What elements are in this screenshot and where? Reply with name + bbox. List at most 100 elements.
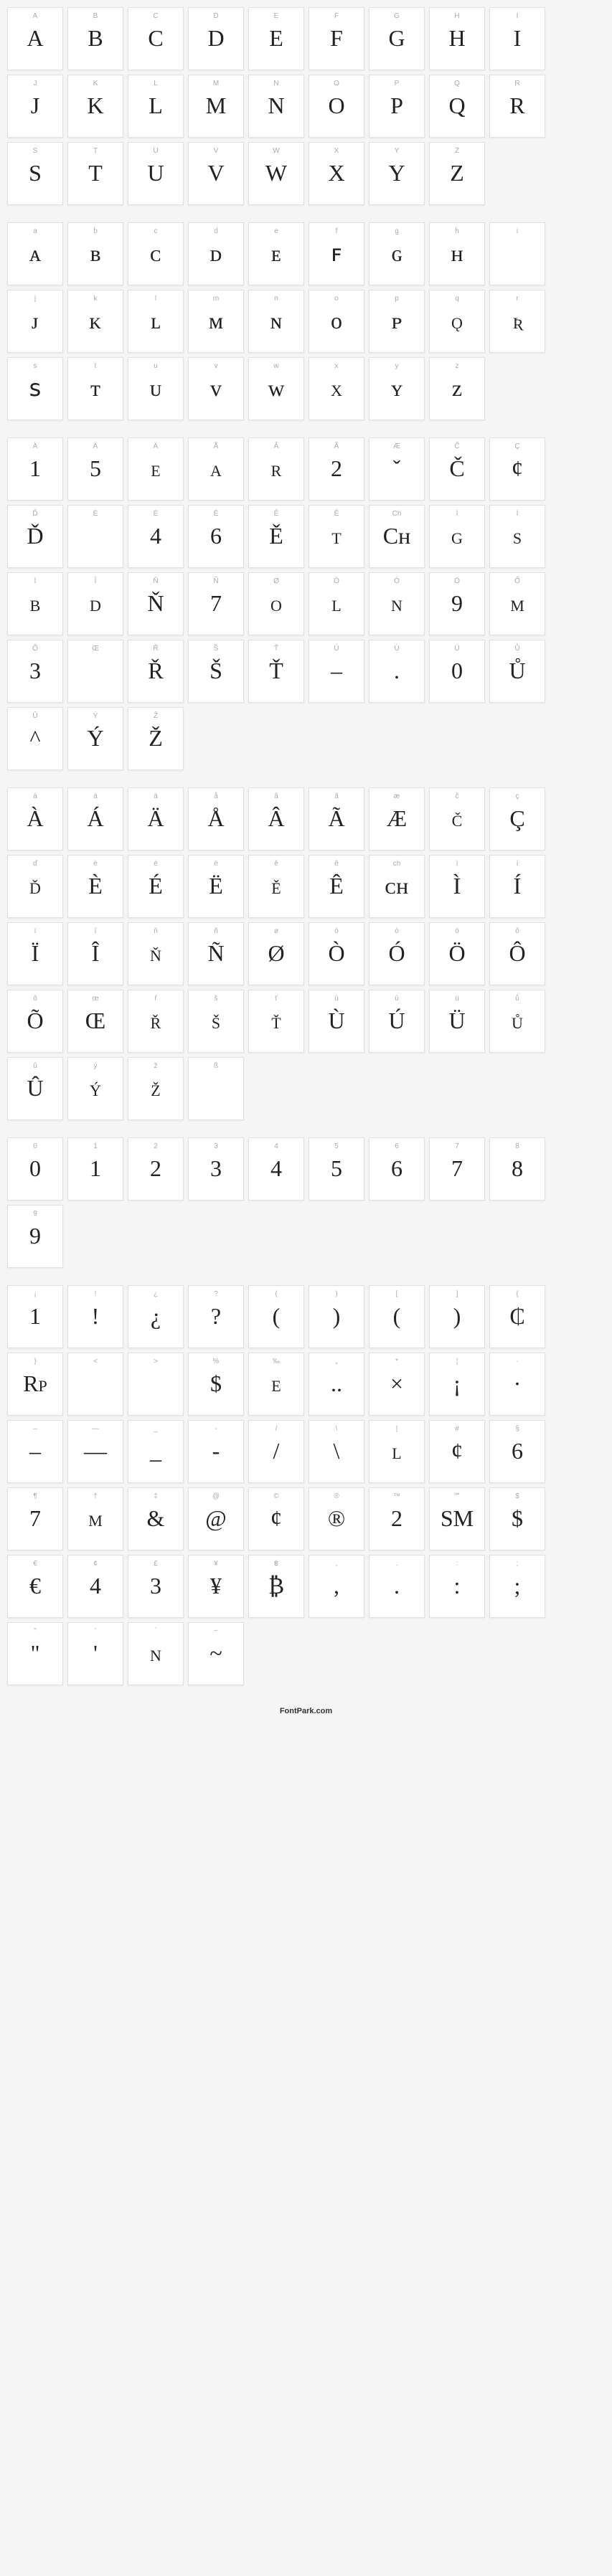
glyph-label: Ê bbox=[334, 510, 339, 518]
glyph-cell: Ë6 bbox=[188, 505, 244, 568]
glyph-char: , bbox=[334, 1574, 339, 1597]
section-uppercase: AABBCCDDEEFFGGHHIIJJKKLLMMNNOOPPQQRRSSTT… bbox=[7, 7, 605, 205]
glyph-char: ~ bbox=[210, 1642, 222, 1665]
glyph-char: : bbox=[454, 1574, 461, 1597]
glyph-char: × bbox=[390, 1372, 403, 1395]
glyph-char: ¡ bbox=[453, 1372, 461, 1395]
glyph-char: ᴛ bbox=[90, 377, 100, 399]
glyph-label: T bbox=[93, 147, 98, 156]
glyph-char: Ý bbox=[87, 726, 103, 749]
glyph-char: 9 bbox=[29, 1224, 41, 1247]
glyph-cell: ¦¡ bbox=[429, 1353, 485, 1416]
glyph-char: 5 bbox=[90, 457, 101, 480]
glyph-char: Î bbox=[92, 942, 100, 965]
glyph-cell: Ìg bbox=[429, 505, 485, 568]
glyph-char: 2 bbox=[391, 1507, 402, 1530]
glyph-label: d bbox=[214, 227, 218, 236]
glyph-cell: lʟ bbox=[128, 290, 184, 353]
glyph-cell: 66 bbox=[369, 1137, 425, 1201]
glyph-char: 1 bbox=[29, 1304, 41, 1327]
glyph-cell: '' bbox=[67, 1622, 123, 1685]
glyph-label: a bbox=[33, 227, 37, 236]
glyph-label: À bbox=[33, 442, 38, 451]
glyph-label: Ž bbox=[154, 712, 158, 721]
glyph-cell: Ón bbox=[369, 572, 425, 635]
glyph-cell: sꜱ bbox=[7, 357, 63, 420]
glyph-cell: uᴜ bbox=[128, 357, 184, 420]
glyph-char: ň bbox=[150, 942, 161, 965]
glyph-char: – bbox=[29, 1439, 41, 1462]
glyph-cell: È bbox=[67, 505, 123, 568]
glyph-label: 3 bbox=[214, 1142, 218, 1151]
glyph-char: 2 bbox=[331, 457, 342, 480]
glyph-char: ! bbox=[92, 1304, 100, 1327]
glyph-cell: chᴄʜ bbox=[369, 855, 425, 918]
glyph-cell: oᴏ bbox=[309, 290, 364, 353]
glyph-cell: æÆ bbox=[369, 787, 425, 851]
glyph-cell: "" bbox=[7, 1622, 63, 1685]
glyph-label: ¶ bbox=[33, 1492, 37, 1501]
glyph-char: — bbox=[84, 1439, 107, 1462]
glyph-cell: řř bbox=[128, 990, 184, 1053]
glyph-label: Œ bbox=[92, 645, 99, 653]
glyph-label: ů bbox=[515, 995, 519, 1003]
glyph-cell: ťť bbox=[248, 990, 304, 1053]
glyph-char: Ä bbox=[147, 807, 164, 830]
glyph-cell: -- bbox=[188, 1420, 244, 1483]
glyph-label: k bbox=[94, 295, 98, 303]
glyph-label: ň bbox=[154, 927, 158, 936]
glyph-char: X bbox=[328, 161, 344, 184]
glyph-cell: ,, bbox=[309, 1555, 364, 1618]
glyph-cell: øØ bbox=[248, 922, 304, 985]
glyph-char: – bbox=[331, 659, 342, 682]
glyph-label: 1 bbox=[93, 1142, 98, 1151]
glyph-cell: ŇŇ bbox=[128, 572, 184, 635]
glyph-label: : bbox=[456, 1560, 458, 1568]
glyph-label: Ï bbox=[34, 577, 37, 586]
glyph-label: s bbox=[34, 362, 37, 371]
glyph-cell: NN bbox=[248, 75, 304, 138]
glyph-cell: ¡1 bbox=[7, 1285, 63, 1348]
glyph-cell: }Rp bbox=[7, 1353, 63, 1416]
glyph-label: ¦ bbox=[456, 1358, 458, 1366]
glyph-label: ¢ bbox=[93, 1560, 98, 1568]
glyph-cell: XX bbox=[309, 142, 364, 205]
glyph-label: € bbox=[33, 1560, 37, 1568]
glyph-label: , bbox=[336, 1560, 338, 1568]
glyph-label: 7 bbox=[455, 1142, 459, 1151]
glyph-label: C bbox=[153, 12, 158, 21]
glyph-label: F bbox=[334, 12, 339, 21]
glyph-char: E bbox=[269, 27, 283, 49]
glyph-char: Ñ bbox=[207, 942, 224, 965]
glyph-char: Ť bbox=[269, 659, 283, 682]
glyph-cell: É4 bbox=[128, 505, 184, 568]
glyph-cell: ĚĚ bbox=[248, 505, 304, 568]
glyph-cell: CC bbox=[128, 7, 184, 70]
glyph-label: X bbox=[334, 147, 339, 156]
glyph-cell: VV bbox=[188, 142, 244, 205]
glyph-char: 3 bbox=[150, 1574, 161, 1597]
glyph-label: ť bbox=[275, 995, 278, 1003]
glyph-char: Ň bbox=[147, 592, 164, 615]
glyph-label: œ bbox=[92, 995, 98, 1003]
glyph-label: ? bbox=[214, 1290, 218, 1299]
glyph-label: { bbox=[516, 1290, 518, 1299]
glyph-label: æ bbox=[394, 792, 400, 801]
glyph-label: f bbox=[336, 227, 338, 236]
glyph-char: 7 bbox=[210, 592, 222, 615]
glyph-char: č bbox=[452, 807, 463, 830]
glyph-char: L bbox=[149, 94, 163, 117]
glyph-cell: ëË bbox=[188, 855, 244, 918]
glyph-char: ¿ bbox=[151, 1304, 161, 1327]
glyph-label: e bbox=[274, 227, 278, 236]
glyph-label: ù bbox=[334, 995, 339, 1003]
glyph-cell: iɪ bbox=[489, 222, 545, 285]
glyph-label: — bbox=[92, 1425, 99, 1434]
glyph-cell: ŽŽ bbox=[128, 707, 184, 770]
glyph-label: Ò bbox=[334, 577, 339, 586]
glyph-cell: £3 bbox=[128, 1555, 184, 1618]
glyph-cell: %$ bbox=[188, 1353, 244, 1416]
glyph-cell: RR bbox=[489, 75, 545, 138]
glyph-cell: OO bbox=[309, 75, 364, 138]
glyph-cell: Ôm bbox=[489, 572, 545, 635]
